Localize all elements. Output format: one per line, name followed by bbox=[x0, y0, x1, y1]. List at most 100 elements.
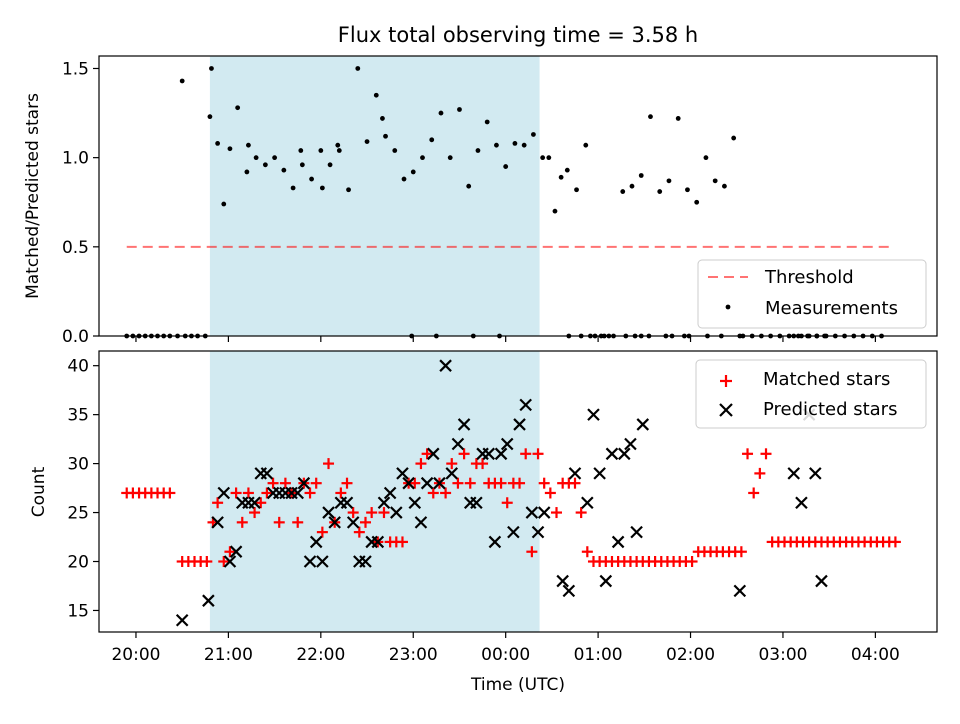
predicted-star-point bbox=[408, 496, 422, 510]
predicted-star-point bbox=[787, 467, 801, 480]
predicted-star-point bbox=[383, 486, 397, 500]
matched-star-point bbox=[440, 487, 452, 499]
measurement-point bbox=[253, 155, 259, 161]
measurement-point bbox=[657, 189, 663, 194]
matched-star-point bbox=[477, 458, 489, 470]
predicted-star-point bbox=[202, 594, 215, 607]
predicted-star-point bbox=[445, 467, 459, 480]
y-tick-label: 30 bbox=[67, 455, 89, 475]
measurement-point bbox=[574, 187, 579, 193]
predicted-star-points bbox=[175, 359, 828, 627]
predicted-star-point bbox=[537, 506, 551, 519]
matched-star-point bbox=[201, 556, 213, 568]
matched-star-point bbox=[310, 477, 322, 489]
legend-threshold-label: Threshold bbox=[764, 267, 854, 288]
bottom-axes-frame bbox=[98, 350, 938, 633]
measurement-point bbox=[638, 173, 644, 178]
measurement-point bbox=[383, 133, 388, 139]
measurement-point bbox=[373, 92, 379, 98]
predicted-star-point bbox=[175, 613, 189, 627]
predicted-star-point bbox=[815, 574, 828, 588]
y-tick-label: 1.0 bbox=[62, 149, 89, 169]
predicted-star-point bbox=[297, 476, 311, 490]
matched-star-point bbox=[242, 487, 254, 499]
predicted-star-point bbox=[494, 447, 508, 461]
matched-star-point bbox=[495, 477, 507, 489]
matched-star-point bbox=[458, 448, 470, 460]
matched-star-point bbox=[520, 448, 532, 460]
matched-star-point bbox=[366, 507, 378, 519]
matched-star-point bbox=[316, 526, 328, 538]
matched-star-point bbox=[569, 477, 581, 489]
matched-star-point bbox=[532, 448, 544, 460]
predicted-star-point bbox=[316, 555, 329, 568]
predicted-star-point bbox=[359, 555, 372, 568]
measurement-point bbox=[299, 162, 305, 168]
measurement-point bbox=[620, 189, 626, 194]
x-tick-label: 21:00 bbox=[204, 645, 253, 665]
matched-star-point bbox=[249, 507, 261, 519]
measurement-point bbox=[207, 114, 213, 120]
predicted-star-point bbox=[733, 584, 747, 598]
predicted-star-point bbox=[519, 398, 532, 412]
x-tick-label: 00:00 bbox=[481, 645, 530, 665]
legend-matched-swatch bbox=[720, 375, 732, 387]
legend-predicted-swatch bbox=[719, 403, 733, 417]
y-tick-label: 40 bbox=[67, 357, 89, 377]
bottom-x-ticks: 20:00 21:00 22:00 23:00 00:00 01:00 02:00 03:00… bbox=[111, 632, 900, 665]
matched-star-point bbox=[538, 477, 550, 489]
measurement-point bbox=[512, 140, 518, 146]
matched-star-point bbox=[409, 477, 421, 489]
predicted-star-point bbox=[581, 496, 594, 510]
predicted-star-point bbox=[223, 555, 237, 568]
matched-star-point bbox=[304, 487, 316, 499]
measurement-point bbox=[335, 142, 341, 148]
measurement-point bbox=[318, 148, 324, 153]
predicted-star-point bbox=[229, 545, 243, 558]
x-tick-label: 22:00 bbox=[296, 645, 345, 665]
matched-star-point bbox=[164, 487, 176, 499]
predicted-star-point bbox=[309, 535, 323, 549]
predicted-star-point bbox=[390, 506, 403, 519]
bottom-y-ticks: 15 20 25 30 35 40 bbox=[67, 357, 99, 621]
top-y-axis-label: Matched/Predicted stars bbox=[23, 93, 43, 299]
measurement-point bbox=[484, 119, 490, 125]
matched-star-point bbox=[261, 487, 273, 499]
measurement-point bbox=[336, 148, 342, 153]
matched-star-point bbox=[889, 536, 901, 548]
measurement-point bbox=[731, 135, 737, 141]
predicted-star-point bbox=[513, 418, 526, 431]
bottom-legend: Matched stars Predicted stars bbox=[695, 359, 927, 429]
measurement-point bbox=[290, 185, 296, 191]
predicted-star-point bbox=[211, 516, 224, 529]
matched-star-point bbox=[514, 477, 526, 489]
predicted-star-point bbox=[562, 584, 576, 598]
measurement-point bbox=[694, 199, 700, 205]
measurement-point bbox=[648, 114, 653, 120]
predicted-star-point bbox=[568, 467, 582, 480]
legend-measurement-label: Measurements bbox=[765, 298, 898, 319]
matched-star-point bbox=[742, 448, 754, 460]
measurement-point bbox=[410, 169, 416, 175]
measurement-point bbox=[235, 105, 241, 111]
measurement-point bbox=[392, 148, 398, 153]
measurement-point bbox=[346, 187, 351, 193]
measurement-point bbox=[722, 183, 727, 189]
matched-star-point bbox=[273, 516, 285, 528]
x-tick-label: 20:00 bbox=[111, 645, 160, 665]
predicted-star-point bbox=[605, 447, 619, 461]
measurement-point bbox=[319, 185, 325, 191]
measurement-point bbox=[429, 137, 435, 143]
matched-star-point bbox=[341, 477, 353, 489]
measurement-point bbox=[262, 162, 268, 168]
predicted-star-point bbox=[599, 574, 613, 588]
measurement-point bbox=[246, 142, 251, 148]
top-legend: Threshold Measurements bbox=[697, 259, 927, 329]
predicted-star-point bbox=[291, 486, 304, 500]
measurement-point bbox=[703, 155, 709, 161]
matched-star-point bbox=[255, 497, 267, 509]
predicted-star-point bbox=[457, 418, 471, 431]
chart-title: Flux total observing time = 3.58 h bbox=[338, 23, 698, 47]
measurement-point bbox=[438, 110, 444, 116]
